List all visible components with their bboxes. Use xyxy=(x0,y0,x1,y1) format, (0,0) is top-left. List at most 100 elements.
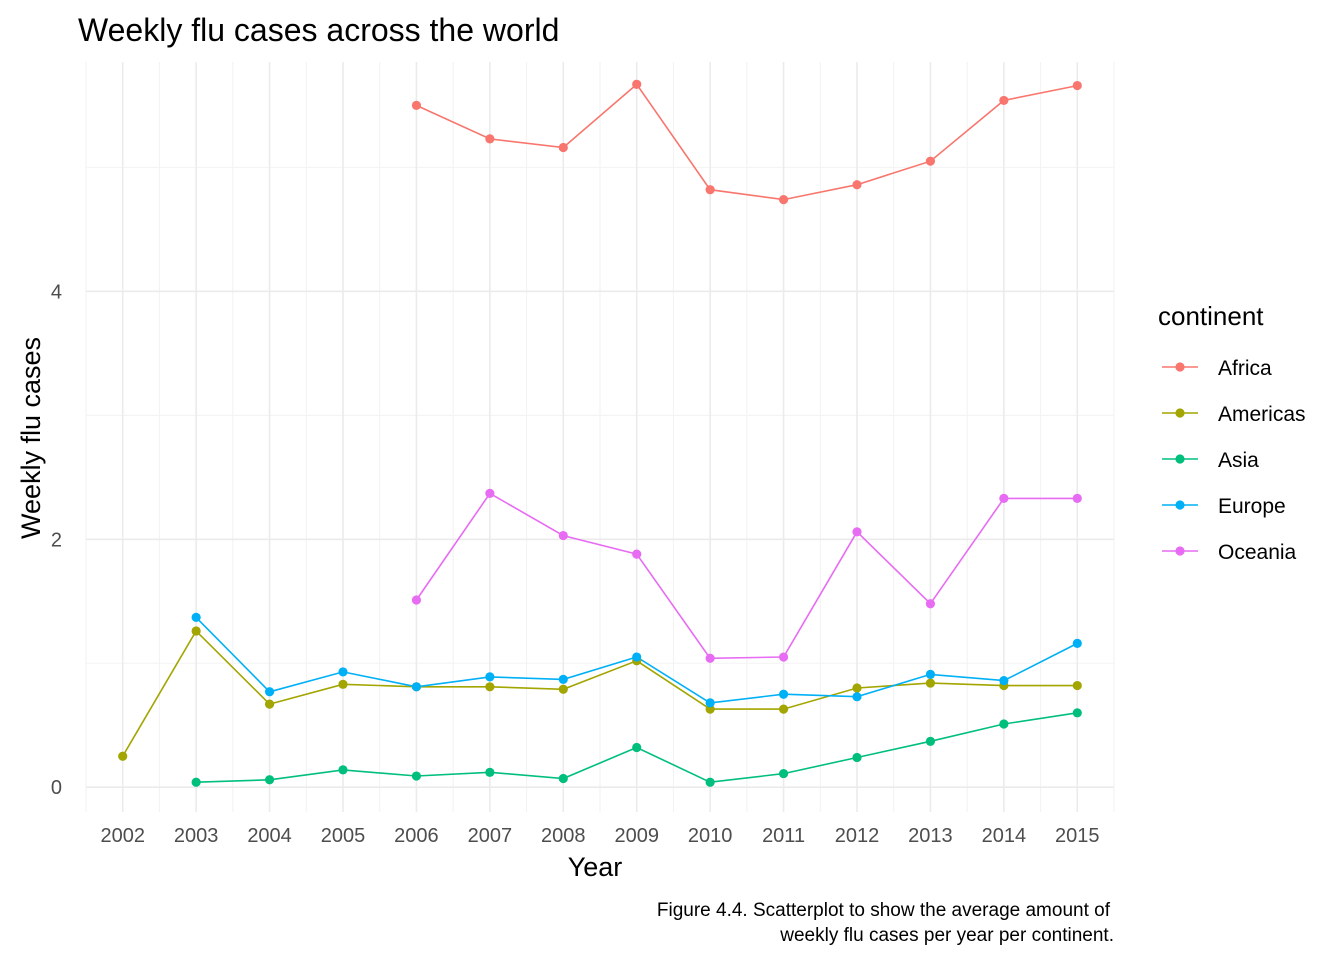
data-point-oceania xyxy=(485,488,495,499)
data-point-asia xyxy=(338,765,348,775)
data-point-asia xyxy=(632,742,642,753)
x-tick-label: 2002 xyxy=(100,825,145,847)
x-tick-label: 2004 xyxy=(247,825,292,847)
data-point-oceania xyxy=(411,595,422,605)
data-point-asia xyxy=(558,773,568,784)
data-point-americas xyxy=(338,679,348,689)
data-point-americas xyxy=(925,678,936,688)
data-point-oceania xyxy=(925,599,936,609)
y-axis-title: Weekly flu cases xyxy=(16,337,46,539)
data-point-asia xyxy=(411,771,422,781)
x-tick-label: 2012 xyxy=(835,825,880,847)
series-line-africa xyxy=(416,83,1078,201)
data-point-asia xyxy=(925,736,936,746)
grid-lines xyxy=(85,62,1115,812)
data-point-americas xyxy=(558,684,568,694)
series-line-americas xyxy=(122,629,1078,757)
chart-title: Weekly flu cases across the world xyxy=(78,12,559,48)
data-point-europe xyxy=(264,687,275,697)
data-point-asia xyxy=(778,768,789,779)
data-point-africa xyxy=(632,79,642,89)
x-tick-label: 2007 xyxy=(468,825,513,847)
x-tick-label: 2003 xyxy=(174,825,219,847)
figure-caption: Figure 4.4. Scatterplot to show the aver… xyxy=(657,900,1114,946)
data-point-africa xyxy=(925,156,936,166)
data-point-asia xyxy=(485,767,495,777)
y-tick-label: 4 xyxy=(51,281,62,303)
data-point-europe xyxy=(338,667,348,677)
legend-label: Oceania xyxy=(1218,541,1297,564)
data-point-asia xyxy=(705,777,715,787)
data-point-americas xyxy=(1072,680,1082,691)
legend-item-oceania: Oceania xyxy=(1162,541,1297,564)
data-point-americas xyxy=(485,682,495,692)
data-point-americas xyxy=(118,751,128,761)
y-tick-label: 0 xyxy=(51,777,62,799)
data-point-europe xyxy=(999,675,1009,686)
data-point-oceania xyxy=(632,549,642,559)
legend-label: Americas xyxy=(1218,403,1306,426)
data-point-africa xyxy=(999,95,1009,106)
legend-label: Europe xyxy=(1218,495,1286,518)
data-point-africa xyxy=(778,195,789,205)
data-point-oceania xyxy=(705,653,715,663)
series-points xyxy=(118,79,1082,787)
data-point-oceania xyxy=(999,493,1009,503)
data-point-asia xyxy=(1072,708,1082,718)
data-point-oceania xyxy=(1072,493,1082,503)
x-axis-ticks: 2002 2003 2004 2005 2006 2007 2008 2009 2010 2011… xyxy=(100,825,1099,847)
y-tick-label: 2 xyxy=(51,529,62,551)
x-tick-label: 2005 xyxy=(321,825,366,847)
legend-label: Asia xyxy=(1218,449,1259,472)
data-point-europe xyxy=(191,612,201,622)
data-point-europe xyxy=(1072,638,1082,649)
data-point-africa xyxy=(852,180,862,190)
data-point-africa xyxy=(558,142,568,153)
data-point-europe xyxy=(852,692,862,702)
legend-key-point xyxy=(1175,454,1185,464)
data-point-africa xyxy=(411,100,422,110)
data-point-africa xyxy=(485,134,495,144)
legend-item-africa: Africa xyxy=(1162,357,1272,380)
data-point-oceania xyxy=(778,652,789,662)
x-tick-label: 2014 xyxy=(982,825,1027,847)
x-tick-label: 2008 xyxy=(541,825,586,847)
data-point-europe xyxy=(925,669,936,679)
data-point-europe xyxy=(411,682,422,692)
data-point-americas xyxy=(264,699,275,709)
legend-key-point xyxy=(1175,408,1185,418)
x-tick-label: 2011 xyxy=(762,825,805,847)
data-point-europe xyxy=(705,698,715,708)
data-point-oceania xyxy=(852,527,862,537)
data-point-europe xyxy=(558,674,568,684)
series-line-oceania xyxy=(415,492,1078,660)
legend-title: continent xyxy=(1158,301,1264,331)
data-point-europe xyxy=(632,652,642,662)
legend-label: Africa xyxy=(1218,357,1272,380)
data-point-asia xyxy=(852,752,862,763)
legend-item-europe: Europe xyxy=(1162,495,1286,518)
data-point-americas xyxy=(852,683,862,693)
legend-key-point xyxy=(1175,546,1185,556)
data-point-americas xyxy=(778,704,789,714)
data-point-europe xyxy=(485,672,495,682)
x-tick-label: 2015 xyxy=(1055,825,1100,847)
data-point-asia xyxy=(264,775,275,785)
data-point-africa xyxy=(705,185,715,195)
data-point-europe xyxy=(778,689,789,699)
data-point-americas xyxy=(191,626,201,636)
x-tick-label: 2010 xyxy=(688,825,733,847)
plot-panel xyxy=(85,62,1115,812)
data-point-oceania xyxy=(558,530,568,541)
data-point-africa xyxy=(1072,80,1082,91)
data-point-asia xyxy=(999,719,1009,729)
legend-key-point xyxy=(1175,500,1185,510)
y-axis-ticks: 0 2 4 xyxy=(51,281,62,799)
caption-line-2: weekly flu cases per year per continent. xyxy=(779,925,1114,946)
legend: continent Africa Americas Asia Europe Oceani… xyxy=(1158,301,1306,564)
x-tick-label: 2013 xyxy=(908,825,953,847)
x-tick-label: 2006 xyxy=(394,825,439,847)
caption-line-1: Figure 4.4. Scatterplot to show the aver… xyxy=(657,900,1111,921)
x-axis-title: Year xyxy=(568,852,623,882)
